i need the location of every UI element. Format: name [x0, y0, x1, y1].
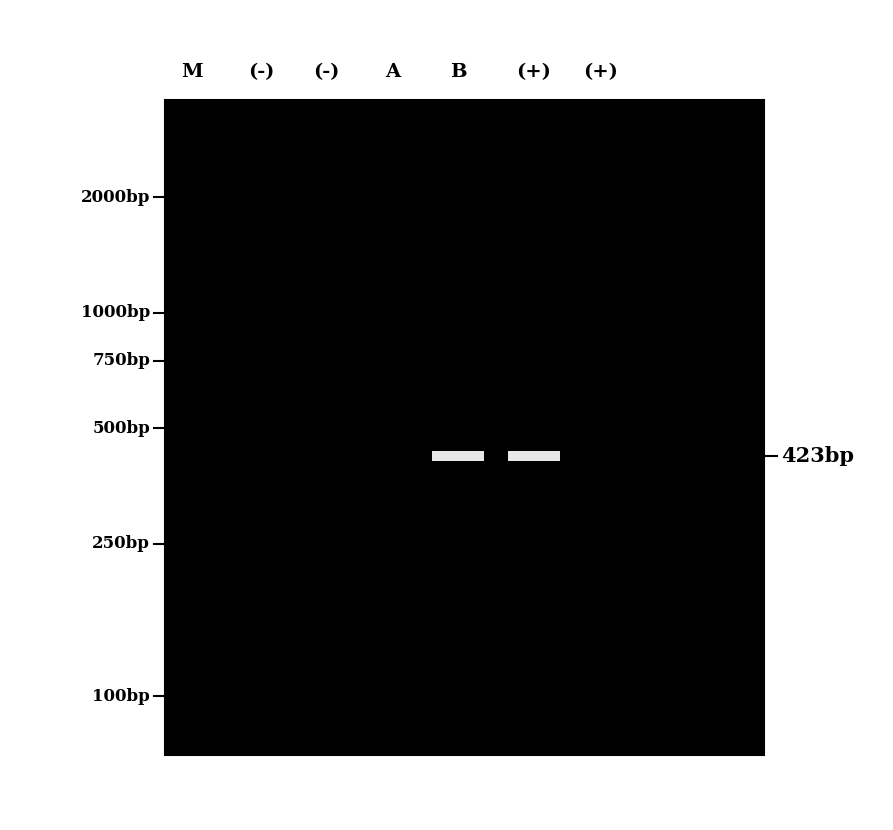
Text: 250bp: 250bp — [92, 535, 150, 552]
Bar — [508, 451, 560, 461]
Text: A: A — [386, 63, 400, 81]
Text: B: B — [450, 63, 466, 81]
Text: 750bp: 750bp — [92, 352, 150, 369]
Text: 500bp: 500bp — [92, 420, 150, 437]
Bar — [432, 451, 484, 461]
Text: 1000bp: 1000bp — [80, 305, 150, 321]
Text: (+): (+) — [582, 63, 618, 81]
Text: 423bp: 423bp — [781, 446, 855, 466]
Text: (+): (+) — [516, 63, 552, 81]
Text: (-): (-) — [248, 63, 275, 81]
Text: 100bp: 100bp — [92, 688, 150, 705]
Text: M: M — [181, 63, 203, 81]
Text: (-): (-) — [313, 63, 339, 81]
Bar — [165, 100, 764, 755]
Text: 2000bp: 2000bp — [80, 188, 150, 206]
